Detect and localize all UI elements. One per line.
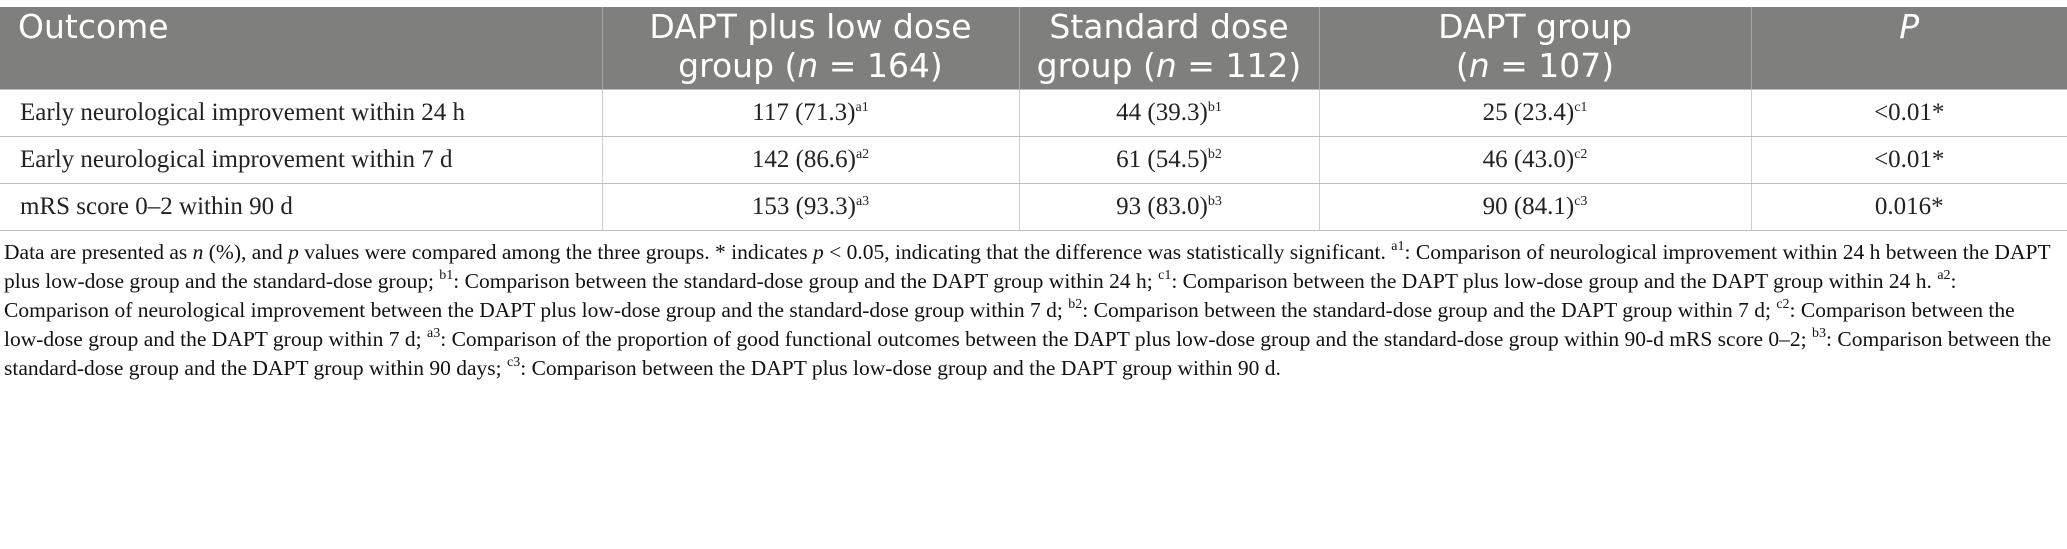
- table-row: mRS score 0–2 within 90 d 153 (93.3)a3 9…: [0, 183, 2067, 231]
- cell-value: 90 (84.1): [1482, 193, 1575, 220]
- header-italic-n: n: [1155, 46, 1177, 85]
- header-low-dose: DAPT plus low dose group (n = 164): [601, 7, 1019, 90]
- outcome-cell: mRS score 0–2 within 90 d: [0, 183, 602, 231]
- table-body: Early neurological improvement within 24…: [0, 89, 2067, 231]
- dapt-group-cell: 46 (43.0)c2: [1318, 136, 1751, 184]
- table-row: Early neurological improvement within 7 …: [0, 136, 2067, 184]
- header-line: Standard dose: [1049, 7, 1289, 46]
- header-standard-dose: Standard dose group (n = 112): [1018, 7, 1319, 90]
- header-text: (: [1455, 46, 1469, 85]
- cell-superscript: c1: [1574, 100, 1588, 115]
- header-line: P: [1762, 7, 2058, 46]
- cell-value: 153 (93.3): [751, 193, 856, 220]
- outcomes-table: Outcome DAPT plus low dose group (n = 16…: [0, 7, 2067, 231]
- standard-dose-cell: 93 (83.0)b3: [1018, 183, 1319, 231]
- header-p-value: P: [1750, 7, 2067, 90]
- footnote-superscript: b2: [1068, 297, 1083, 312]
- header-text: group (: [678, 46, 798, 85]
- header-line: DAPT plus low dose: [649, 7, 972, 46]
- low-dose-cell: 117 (71.3)a1: [601, 89, 1019, 137]
- dapt-group-cell: 25 (23.4)c1: [1318, 89, 1751, 137]
- header-line: group (n = 164): [613, 46, 1009, 85]
- cell-superscript: a3: [855, 194, 870, 209]
- header-text: = 164): [818, 46, 943, 85]
- footnote-superscript: b3: [1812, 326, 1827, 341]
- cell-value: 25 (23.4): [1482, 99, 1575, 126]
- cell-superscript: b1: [1207, 100, 1222, 115]
- footnote-superscript: c3: [507, 355, 521, 370]
- standard-dose-cell: 44 (39.3)b1: [1018, 89, 1319, 137]
- header-italic-p: P: [1899, 7, 1920, 46]
- cell-value: 61 (54.5): [1116, 146, 1208, 173]
- header-text: = 107): [1489, 46, 1615, 85]
- header-text: = 112): [1176, 46, 1302, 85]
- header-italic-n: n: [797, 46, 819, 85]
- footnote-italic: p: [288, 240, 299, 264]
- footnote-superscript: a3: [427, 326, 441, 341]
- cell-value: 44 (39.3): [1116, 99, 1208, 126]
- footnote-superscript: c2: [1776, 297, 1790, 312]
- header-text: group (: [1036, 46, 1156, 85]
- footnote-italic: p: [812, 240, 824, 264]
- footnote-text: : Comparison between the low-dose group …: [4, 298, 2015, 351]
- footnote-text: : Comparison of neurological improvement…: [4, 269, 1957, 322]
- cell-superscript: b2: [1207, 147, 1222, 162]
- cell-superscript: a2: [855, 147, 870, 162]
- p-value-cell: <0.01*: [1750, 136, 2067, 184]
- cell-superscript: c2: [1574, 147, 1588, 162]
- table-row: Early neurological improvement within 24…: [0, 89, 2067, 137]
- footnote-text: : Comparison between the standard-dose g…: [453, 269, 1159, 293]
- cell-value: 46 (43.0): [1482, 146, 1575, 173]
- footnote-superscript: c1: [1158, 268, 1172, 283]
- footnote-text: < 0.05, indicating that the difference w…: [823, 240, 1392, 264]
- footnote-text: (%), and: [203, 240, 289, 264]
- header-line: DAPT group: [1438, 7, 1632, 46]
- cell-superscript: c3: [1574, 194, 1588, 209]
- header-dapt-group: DAPT group (n = 107): [1318, 7, 1751, 90]
- low-dose-cell: 153 (93.3)a3: [601, 183, 1019, 231]
- cell-superscript: b3: [1207, 194, 1222, 209]
- header-line: (n = 107): [1330, 46, 1741, 85]
- footnote-text: values were compared among the three gro…: [298, 240, 813, 264]
- footnote-superscript: b1: [439, 268, 454, 283]
- footnote-text: : Comparison of neurological improvement…: [4, 240, 2051, 293]
- dapt-group-cell: 90 (84.1)c3: [1318, 183, 1751, 231]
- low-dose-cell: 142 (86.6)a2: [601, 136, 1019, 184]
- cell-value: 93 (83.0): [1116, 193, 1208, 220]
- table-footnote: Data are presented as n (%), and p value…: [4, 238, 2059, 383]
- header-line: group (n = 112): [1030, 46, 1309, 85]
- footnote-text: : Comparison between the DAPT plus low-d…: [1171, 269, 1938, 293]
- table-header: Outcome DAPT plus low dose group (n = 16…: [0, 7, 2067, 90]
- header-line: Outcome: [18, 7, 169, 46]
- header-row: Outcome DAPT plus low dose group (n = 16…: [0, 7, 2067, 90]
- p-value-cell: 0.016*: [1750, 183, 2067, 231]
- header-outcome: Outcome: [0, 7, 602, 90]
- cell-value: 142 (86.6): [751, 146, 856, 173]
- footnote-superscript: a2: [1937, 268, 1951, 283]
- cell-value: 117 (71.3): [752, 99, 856, 126]
- footnote-text: : Comparison between the DAPT plus low-d…: [520, 356, 1281, 380]
- footnote-text: : Comparison between the standard-dose g…: [4, 327, 2052, 380]
- standard-dose-cell: 61 (54.5)b2: [1018, 136, 1319, 184]
- footnote-text: : Comparison of the proportion of good f…: [440, 327, 1813, 351]
- header-italic-n: n: [1468, 46, 1490, 85]
- footnote-italic: n: [192, 240, 204, 264]
- p-value-cell: <0.01*: [1750, 89, 2067, 137]
- footnote-text: Data are presented as: [4, 240, 193, 264]
- cell-superscript: a1: [855, 100, 869, 115]
- footnote-superscript: a1: [1391, 239, 1405, 254]
- footnote-text: : Comparison between the standard-dose g…: [1082, 298, 1777, 322]
- outcome-cell: Early neurological improvement within 7 …: [0, 136, 602, 184]
- outcome-cell: Early neurological improvement within 24…: [0, 89, 602, 137]
